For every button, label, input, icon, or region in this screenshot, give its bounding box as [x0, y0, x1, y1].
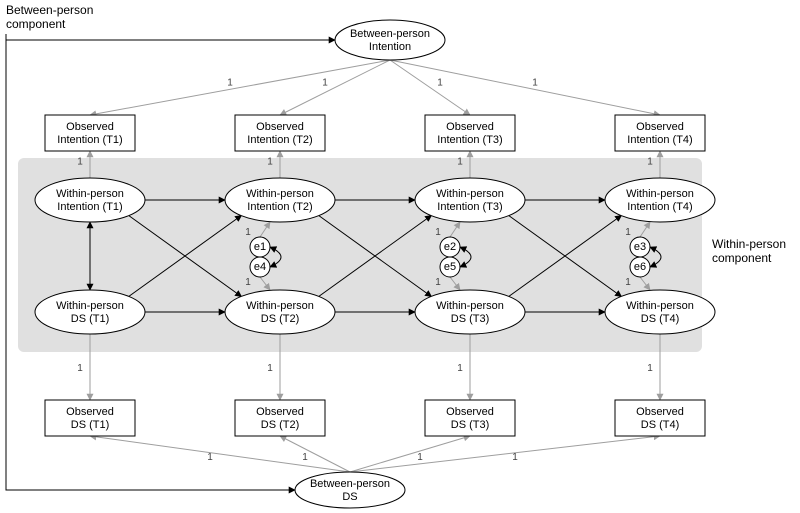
within-intention-t4 — [605, 178, 715, 222]
svg-text:Intention (T4): Intention (T4) — [627, 201, 692, 213]
svg-text:1: 1 — [435, 227, 441, 238]
svg-text:Intention: Intention — [369, 41, 411, 53]
svg-text:Within-person: Within-person — [246, 300, 314, 312]
svg-text:DS (T2): DS (T2) — [261, 313, 300, 325]
svg-text:1: 1 — [532, 78, 538, 89]
svg-text:Within-person: Within-person — [626, 188, 694, 200]
svg-text:1: 1 — [625, 277, 631, 288]
svg-text:1: 1 — [457, 157, 463, 168]
svg-text:DS (T1): DS (T1) — [71, 419, 110, 431]
svg-text:Between-person: Between-person — [350, 28, 430, 40]
svg-text:1: 1 — [322, 78, 328, 89]
svg-text:Intention (T2): Intention (T2) — [247, 201, 312, 213]
svg-text:e5: e5 — [444, 261, 456, 273]
within-ds-t2 — [225, 290, 335, 334]
svg-text:component: component — [6, 17, 66, 31]
between-component-label: Between-person — [6, 3, 93, 17]
svg-text:1: 1 — [302, 452, 308, 463]
svg-text:Observed: Observed — [256, 121, 304, 133]
svg-text:1: 1 — [227, 78, 233, 89]
svg-text:DS (T3): DS (T3) — [451, 313, 490, 325]
svg-text:Observed: Observed — [446, 121, 494, 133]
svg-text:e2: e2 — [444, 241, 456, 253]
within-intention-t3 — [415, 178, 525, 222]
svg-text:Intention (T1): Intention (T1) — [57, 134, 122, 146]
svg-text:1: 1 — [77, 157, 83, 168]
svg-text:Observed: Observed — [66, 406, 114, 418]
svg-text:DS (T4): DS (T4) — [641, 313, 680, 325]
within-component-label: Within-person — [712, 237, 786, 251]
svg-text:Within-person: Within-person — [56, 188, 124, 200]
within-ds-t4 — [605, 290, 715, 334]
svg-text:Within-person: Within-person — [436, 188, 504, 200]
svg-text:Intention (T3): Intention (T3) — [437, 201, 502, 213]
svg-text:Observed: Observed — [636, 121, 684, 133]
svg-text:1: 1 — [267, 157, 273, 168]
svg-text:1: 1 — [435, 277, 441, 288]
svg-text:Intention (T1): Intention (T1) — [57, 201, 122, 213]
within-ds-t3 — [415, 290, 525, 334]
svg-text:DS (T1): DS (T1) — [71, 313, 110, 325]
svg-text:e4: e4 — [254, 261, 266, 273]
svg-text:1: 1 — [267, 363, 273, 374]
svg-text:1: 1 — [647, 363, 653, 374]
svg-text:1: 1 — [245, 277, 251, 288]
svg-text:DS (T4): DS (T4) — [641, 419, 680, 431]
between-intention — [335, 20, 445, 60]
svg-text:Observed: Observed — [446, 406, 494, 418]
svg-text:Within-person: Within-person — [436, 300, 504, 312]
within-ds-t1 — [35, 290, 145, 334]
svg-text:e1: e1 — [254, 241, 266, 253]
svg-text:Within-person: Within-person — [626, 300, 694, 312]
svg-text:component: component — [712, 251, 772, 265]
svg-text:Observed: Observed — [256, 406, 304, 418]
svg-text:1: 1 — [647, 157, 653, 168]
svg-text:1: 1 — [457, 363, 463, 374]
svg-text:1: 1 — [245, 227, 251, 238]
svg-text:DS (T3): DS (T3) — [451, 419, 490, 431]
svg-text:Intention (T4): Intention (T4) — [627, 134, 692, 146]
svg-text:1: 1 — [512, 452, 518, 463]
svg-text:Between-person: Between-person — [310, 478, 390, 490]
svg-text:DS (T2): DS (T2) — [261, 419, 300, 431]
svg-text:Observed: Observed — [636, 406, 684, 418]
svg-text:1: 1 — [437, 78, 443, 89]
svg-text:Intention (T3): Intention (T3) — [437, 134, 502, 146]
svg-text:Observed: Observed — [66, 121, 114, 133]
svg-text:Within-person: Within-person — [246, 188, 314, 200]
svg-text:DS: DS — [342, 491, 357, 503]
svg-text:1: 1 — [417, 452, 423, 463]
svg-text:1: 1 — [625, 227, 631, 238]
svg-text:Within-person: Within-person — [56, 300, 124, 312]
svg-text:e3: e3 — [634, 241, 646, 253]
svg-text:1: 1 — [77, 363, 83, 374]
within-intention-t1 — [35, 178, 145, 222]
svg-text:e6: e6 — [634, 261, 646, 273]
within-intention-t2 — [225, 178, 335, 222]
svg-text:1: 1 — [207, 452, 213, 463]
svg-text:Intention (T2): Intention (T2) — [247, 134, 312, 146]
